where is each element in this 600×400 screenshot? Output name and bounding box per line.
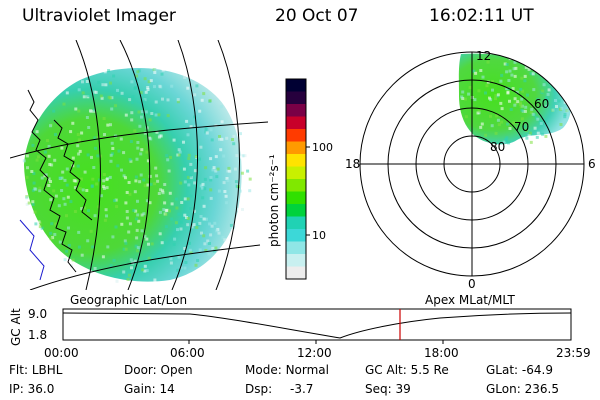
filter-label: Flt:: [9, 363, 28, 377]
door-param: Door: Open: [124, 363, 193, 377]
ip-param: IP: 36.0: [9, 382, 54, 396]
time-tick-1800: 18:00: [424, 346, 459, 360]
seq-param: Seq: 39: [365, 382, 411, 396]
filter-value: LBHL: [31, 363, 63, 377]
altitude-plot-frame: [62, 308, 572, 341]
colorbar-tick-10: 10: [312, 229, 326, 242]
geographic-caption: Geographic Lat/Lon: [70, 293, 188, 307]
seq-label: Seq:: [365, 382, 392, 396]
time-tick-0000: 00:00: [44, 346, 79, 360]
colorbar-swatch: [286, 229, 306, 242]
seq-value: 39: [395, 382, 411, 396]
colorbar-tick-100: 100: [312, 141, 333, 154]
dsp-label: Dsp:: [245, 382, 273, 396]
colorbar-swatch: [286, 204, 306, 217]
glon-value: 236.5: [524, 382, 559, 396]
ip-label: IP:: [9, 382, 24, 396]
mlt-label-12: 12: [476, 49, 491, 63]
gcalt-value: 5.5 Re: [410, 363, 449, 377]
longitude-line: [215, 40, 240, 290]
colorbar-swatch: [286, 266, 306, 280]
instrument-title: Ultraviolet Imager: [22, 6, 176, 26]
dsp-value: -3.7: [289, 382, 314, 396]
time-tick-0600: 06:00: [170, 346, 205, 360]
time-tick-1200: 12:00: [297, 346, 332, 360]
mode-label: Mode:: [245, 363, 282, 377]
colorbar: 100 10 photon cm⁻²s⁻¹: [267, 78, 333, 280]
time-label: 16:02:11 UT: [429, 6, 534, 26]
colorbar-swatch: [286, 154, 306, 167]
gain-label: Gain:: [124, 382, 156, 396]
colorbar-swatch: [286, 254, 306, 267]
altitude-ylabel: GC Alt: [9, 308, 23, 346]
colorbar-swatch: [286, 79, 306, 92]
gain-value: 14: [159, 382, 175, 396]
colorbar-swatch: [286, 241, 306, 255]
longitude-line: [75, 40, 101, 290]
mlt-label-18: 18: [345, 157, 360, 171]
glon-param: GLon: 236.5: [486, 382, 559, 396]
gcalt-param: GC Alt: 5.5 Re: [365, 363, 449, 377]
ip-value: 36.0: [27, 382, 55, 396]
altitude-timeline: GC Alt 9.0 1.8 00:00 06:00 12:00 18:00 2…: [9, 307, 591, 360]
colorbar-unit-label: photon cm⁻²s⁻¹: [267, 154, 281, 247]
colorbar-swatch: [286, 91, 306, 105]
glat-param: GLat: -64.9: [486, 363, 553, 377]
colorbar-swatch: [286, 179, 306, 192]
dsp-param: Dsp: -3.7: [245, 382, 313, 396]
latitude-line: [29, 244, 261, 290]
gcalt-label: GC Alt:: [365, 363, 407, 377]
lat-label-80: 80: [490, 140, 505, 154]
mode-param: Mode: Normal: [245, 363, 329, 377]
longitude-line: [171, 40, 199, 290]
filter-param: Flt: LBHL: [9, 363, 62, 377]
door-label: Door:: [124, 363, 157, 377]
glat-value: -64.9: [521, 363, 553, 377]
mlt-label-0: 0: [468, 277, 476, 291]
colorbar-swatch: [286, 141, 306, 155]
apex-caption: Apex MLat/MLT: [425, 293, 515, 307]
date-label: 20 Oct 07: [275, 6, 359, 26]
longitude-line: [119, 40, 151, 290]
coastline: [27, 89, 93, 273]
lat-label-70: 70: [514, 120, 529, 134]
time-tick-2359: 23:59: [556, 346, 591, 360]
latitude-line: [10, 121, 269, 159]
geographic-image: [10, 40, 269, 290]
gain-param: Gain: 14: [124, 382, 175, 396]
altitude-ytick-low: 1.8: [28, 328, 47, 342]
lat-label-60: 60: [534, 97, 549, 111]
altitude-curve: [62, 312, 572, 339]
colorbar-swatch: [286, 191, 306, 205]
glat-label: GLat:: [486, 363, 519, 377]
colorbar-swatch: [286, 104, 306, 117]
colorbar-swatch: [286, 116, 306, 130]
colorbar-swatch: [286, 129, 306, 142]
mlt-label-6: 6: [588, 157, 596, 171]
colorbar-swatch: [286, 216, 306, 230]
mode-value: Normal: [285, 363, 329, 377]
altitude-ytick-high: 9.0: [28, 307, 47, 321]
glon-label: GLon:: [486, 382, 521, 396]
door-value: Open: [160, 363, 193, 377]
polar-plot: 12 18 6 0 60 70 80: [345, 49, 596, 291]
coastline-blue: [19, 219, 45, 281]
colorbar-swatch: [286, 166, 306, 180]
